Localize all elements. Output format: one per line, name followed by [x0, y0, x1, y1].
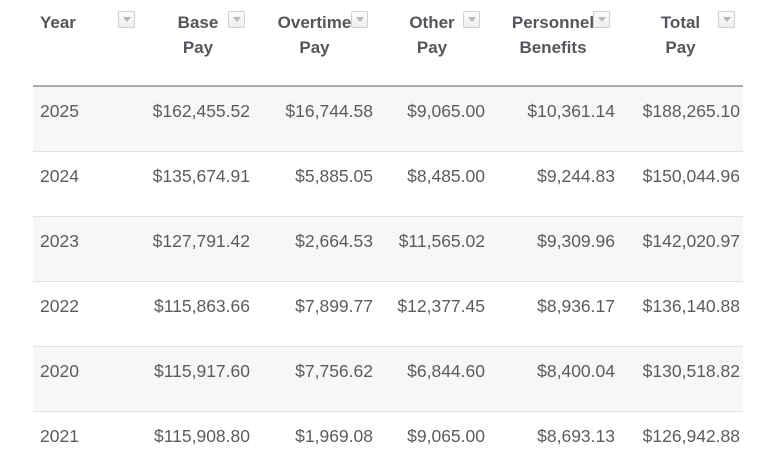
cell-year: 2021 — [33, 410, 143, 460]
filter-total-pay-button[interactable] — [718, 11, 735, 28]
column-header-other-pay: Other Pay — [376, 0, 488, 87]
cell-other-pay: $12,377.45 — [376, 280, 488, 346]
column-label-line2: Pay — [182, 38, 214, 57]
table-row: 2025 $162,455.52 $16,744.58 $9,065.00 $1… — [33, 86, 743, 151]
cell-base-pay: $115,917.60 — [143, 345, 253, 411]
table-header: Year Base Pay Overtime Pay Other Pay — [33, 0, 743, 87]
column-header-base-pay: Base Pay — [143, 0, 253, 87]
cell-base-pay: $127,791.42 — [143, 215, 253, 281]
table-body: 2025 $162,455.52 $16,744.58 $9,065.00 $1… — [33, 86, 743, 460]
cell-base-pay: $115,863.66 — [143, 280, 253, 346]
column-label-line2: Pay — [299, 38, 330, 57]
cell-other-pay: $9,065.00 — [376, 410, 488, 460]
cell-year: 2023 — [33, 215, 143, 281]
column-label-line2: Benefits — [519, 38, 587, 57]
cell-overtime-pay: $7,899.77 — [253, 280, 376, 346]
cell-year: 2024 — [33, 150, 143, 216]
cell-personnel-benefits: $10,361.14 — [488, 86, 618, 151]
cell-year: 2020 — [33, 345, 143, 411]
cell-personnel-benefits: $9,244.83 — [488, 150, 618, 216]
table-row: 2020 $115,917.60 $7,756.62 $6,844.60 $8,… — [33, 345, 743, 411]
cell-year: 2022 — [33, 280, 143, 346]
column-label: Personnel — [511, 13, 595, 32]
table-row: 2022 $115,863.66 $7,899.77 $12,377.45 $8… — [33, 280, 743, 346]
cell-overtime-pay: $1,969.08 — [253, 410, 376, 460]
header-row: Year Base Pay Overtime Pay Other Pay — [33, 0, 743, 87]
cell-other-pay: $9,065.00 — [376, 86, 488, 151]
cell-personnel-benefits: $8,693.13 — [488, 410, 618, 460]
filter-year-button[interactable] — [118, 11, 135, 28]
cell-base-pay: $115,908.80 — [143, 410, 253, 460]
cell-overtime-pay: $7,756.62 — [253, 345, 376, 411]
column-header-total-pay: Total Pay — [618, 0, 743, 87]
cell-overtime-pay: $16,744.58 — [253, 86, 376, 151]
cell-personnel-benefits: $8,400.04 — [488, 345, 618, 411]
column-label-line2: Pay — [416, 38, 448, 57]
filter-overtime-pay-button[interactable] — [351, 11, 368, 28]
cell-overtime-pay: $5,885.05 — [253, 150, 376, 216]
cell-total-pay: $136,140.88 — [618, 280, 743, 346]
cell-total-pay: $126,942.88 — [618, 410, 743, 460]
table-row: 2021 $115,908.80 $1,969.08 $9,065.00 $8,… — [33, 410, 743, 460]
column-header-year: Year — [33, 0, 143, 87]
cell-personnel-benefits: $8,936.17 — [488, 280, 618, 346]
cell-personnel-benefits: $9,309.96 — [488, 215, 618, 281]
salary-history-table: Year Base Pay Overtime Pay Other Pay — [33, 0, 743, 460]
column-label: Other — [409, 13, 455, 32]
chevron-down-icon — [467, 17, 476, 22]
table-row: 2024 $135,674.91 $5,885.05 $8,485.00 $9,… — [33, 150, 743, 216]
chevron-down-icon — [122, 17, 131, 22]
cell-total-pay: $130,518.82 — [618, 345, 743, 411]
column-label: Overtime — [277, 13, 352, 32]
column-label-line2: Pay — [665, 38, 696, 57]
chevron-down-icon — [722, 17, 731, 22]
column-header-overtime-pay: Overtime Pay — [253, 0, 376, 87]
column-label: Total — [660, 13, 701, 32]
filter-base-pay-button[interactable] — [228, 11, 245, 28]
filter-other-pay-button[interactable] — [463, 11, 480, 28]
chevron-down-icon — [232, 17, 241, 22]
cell-total-pay: $142,020.97 — [618, 215, 743, 281]
cell-other-pay: $6,844.60 — [376, 345, 488, 411]
column-label: Base — [177, 13, 219, 32]
cell-other-pay: $11,565.02 — [376, 215, 488, 281]
cell-year: 2025 — [33, 86, 143, 151]
chevron-down-icon — [355, 17, 364, 22]
cell-base-pay: $135,674.91 — [143, 150, 253, 216]
column-header-personnel-benefits: Personnel Benefits — [488, 0, 618, 87]
cell-overtime-pay: $2,664.53 — [253, 215, 376, 281]
cell-base-pay: $162,455.52 — [143, 86, 253, 151]
cell-other-pay: $8,485.00 — [376, 150, 488, 216]
cell-total-pay: $188,265.10 — [618, 86, 743, 151]
table-row: 2023 $127,791.42 $2,664.53 $11,565.02 $9… — [33, 215, 743, 281]
filter-personnel-benefits-button[interactable] — [593, 11, 610, 28]
chevron-down-icon — [597, 17, 606, 22]
cell-total-pay: $150,044.96 — [618, 150, 743, 216]
column-label: Year — [40, 13, 76, 32]
